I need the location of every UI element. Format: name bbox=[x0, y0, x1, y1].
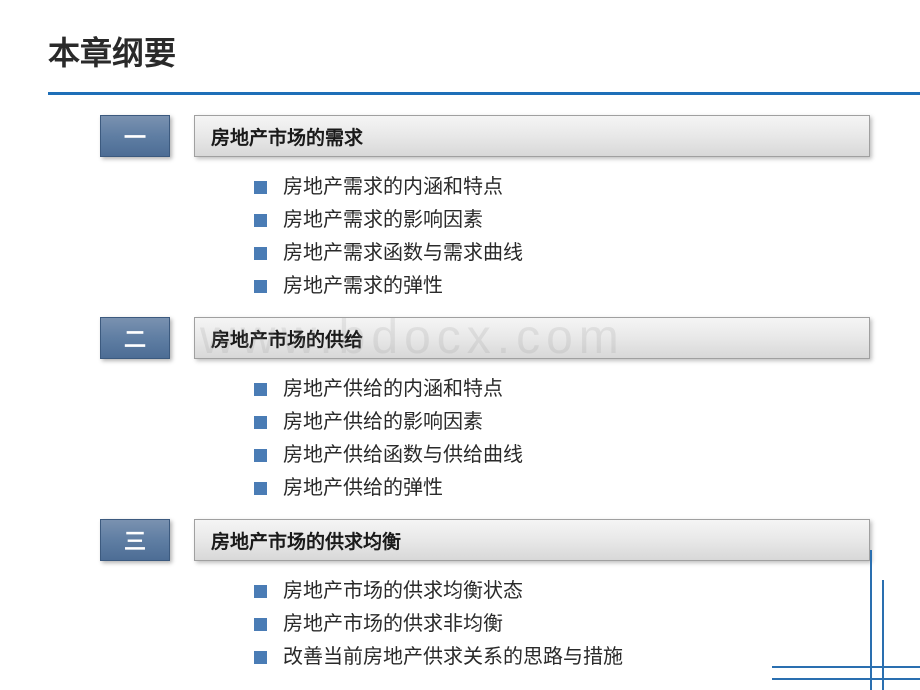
section-2: 二 房地产市场的供给 房地产供给的内涵和特点 房地产供给的影响因素 房地产供给函… bbox=[100, 317, 870, 513]
section-1: 一 房地产市场的需求 房地产需求的内涵和特点 房地产需求的影响因素 房地产需求函… bbox=[100, 115, 870, 311]
bullet-square-icon bbox=[254, 181, 267, 194]
bullet-text: 房地产市场的供求非均衡 bbox=[283, 608, 503, 641]
section-topic-bar: 房地产市场的供求均衡 bbox=[194, 519, 870, 561]
section-number-box: 一 bbox=[100, 115, 170, 157]
bullet-square-icon bbox=[254, 482, 267, 495]
bullet-text: 房地产供给的内涵和特点 bbox=[283, 373, 503, 406]
list-item: 房地产市场的供求均衡状态 bbox=[254, 575, 870, 608]
list-item: 房地产需求的弹性 bbox=[254, 270, 870, 303]
section-topic-bar: 房地产市场的供给 bbox=[194, 317, 870, 359]
bullet-square-icon bbox=[254, 383, 267, 396]
section-header-row: 一 房地产市场的需求 bbox=[100, 115, 870, 157]
bullet-square-icon bbox=[254, 214, 267, 227]
section-3: 三 房地产市场的供求均衡 房地产市场的供求均衡状态 房地产市场的供求非均衡 改善… bbox=[100, 519, 870, 682]
section-topic-bar: 房地产市场的需求 bbox=[194, 115, 870, 157]
deco-line bbox=[882, 580, 884, 690]
list-item: 房地产需求函数与需求曲线 bbox=[254, 237, 870, 270]
bullet-text: 房地产需求的影响因素 bbox=[283, 204, 483, 237]
bullet-square-icon bbox=[254, 416, 267, 429]
bullet-text: 改善当前房地产供求关系的思路与措施 bbox=[283, 641, 623, 674]
list-item: 房地产供给函数与供给曲线 bbox=[254, 439, 870, 472]
deco-line bbox=[772, 678, 920, 680]
title-area: 本章纲要 bbox=[0, 0, 920, 95]
corner-decoration bbox=[832, 550, 892, 690]
bullet-text: 房地产市场的供求均衡状态 bbox=[283, 575, 523, 608]
list-item: 房地产供给的内涵和特点 bbox=[254, 373, 870, 406]
bullet-square-icon bbox=[254, 651, 267, 664]
list-item: 房地产市场的供求非均衡 bbox=[254, 608, 870, 641]
section-number-box: 三 bbox=[100, 519, 170, 561]
section-header-row: 二 房地产市场的供给 bbox=[100, 317, 870, 359]
deco-line bbox=[870, 550, 872, 690]
bullet-text: 房地产供给的影响因素 bbox=[283, 406, 483, 439]
bullet-square-icon bbox=[254, 280, 267, 293]
bullet-text: 房地产供给的弹性 bbox=[283, 472, 443, 505]
outline-content: 一 房地产市场的需求 房地产需求的内涵和特点 房地产需求的影响因素 房地产需求函… bbox=[0, 95, 920, 682]
bullet-text: 房地产需求的弹性 bbox=[283, 270, 443, 303]
section-header-row: 三 房地产市场的供求均衡 bbox=[100, 519, 870, 561]
list-item: 房地产供给的影响因素 bbox=[254, 406, 870, 439]
bullet-square-icon bbox=[254, 585, 267, 598]
list-item: 改善当前房地产供求关系的思路与措施 bbox=[254, 641, 870, 674]
bullet-text: 房地产供给函数与供给曲线 bbox=[283, 439, 523, 472]
list-item: 房地产需求的内涵和特点 bbox=[254, 171, 870, 204]
bullet-square-icon bbox=[254, 618, 267, 631]
list-item: 房地产需求的影响因素 bbox=[254, 204, 870, 237]
deco-line bbox=[772, 666, 920, 668]
chapter-title: 本章纲要 bbox=[48, 28, 920, 74]
bullet-list: 房地产供给的内涵和特点 房地产供给的影响因素 房地产供给函数与供给曲线 房地产供… bbox=[254, 369, 870, 513]
section-number-box: 二 bbox=[100, 317, 170, 359]
bullet-list: 房地产需求的内涵和特点 房地产需求的影响因素 房地产需求函数与需求曲线 房地产需… bbox=[254, 167, 870, 311]
list-item: 房地产供给的弹性 bbox=[254, 472, 870, 505]
bullet-square-icon bbox=[254, 247, 267, 260]
bullet-square-icon bbox=[254, 449, 267, 462]
bullet-text: 房地产需求的内涵和特点 bbox=[283, 171, 503, 204]
bullet-text: 房地产需求函数与需求曲线 bbox=[283, 237, 523, 270]
